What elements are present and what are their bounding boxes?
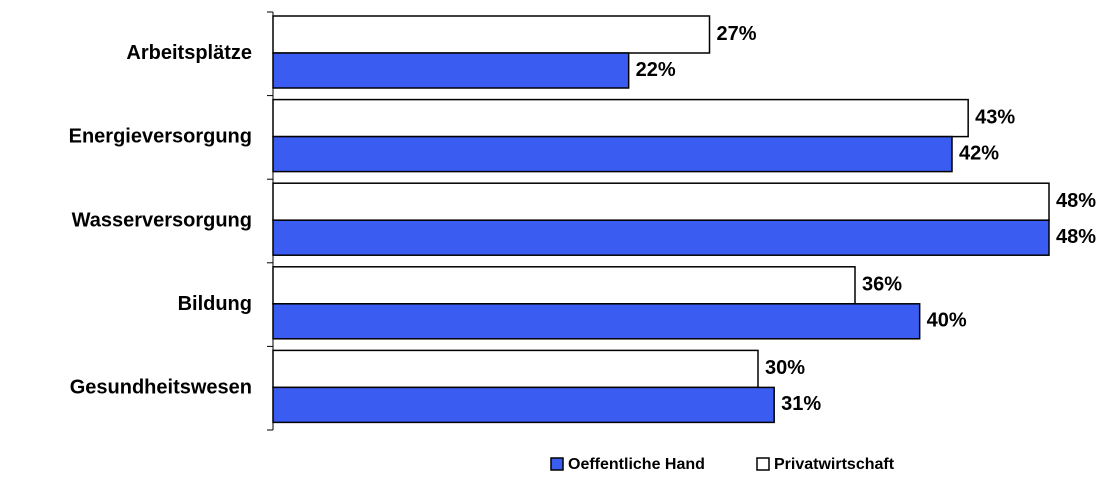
data-label: 42% [959, 142, 999, 164]
bar [272, 52, 630, 89]
data-label: 31% [781, 393, 821, 415]
bar [272, 98, 969, 138]
data-label: 36% [862, 274, 902, 296]
category-label: Gesundheitswesen [70, 376, 252, 398]
data-label: 30% [765, 357, 805, 379]
category-label: Energieversorgung [69, 126, 252, 148]
data-label: 43% [975, 106, 1015, 128]
legend-label: Privatwirtschaft [774, 456, 895, 473]
bar [272, 182, 1050, 221]
category-label: Wasserversorgung [72, 209, 252, 231]
legend-swatch [550, 457, 564, 471]
data-label: 40% [927, 310, 967, 332]
data-label: 27% [717, 23, 757, 45]
bar [272, 15, 711, 54]
legend-label: Oeffentliche Hand [568, 456, 705, 473]
bar [272, 349, 759, 389]
bar [272, 135, 953, 173]
category-label: Arbeitsplätze [126, 42, 252, 64]
data-label: 48% [1056, 190, 1096, 212]
bar [272, 303, 921, 340]
category-label: Bildung [178, 293, 252, 315]
legend-swatch [756, 457, 770, 471]
data-label: 48% [1056, 226, 1096, 248]
bar [272, 386, 775, 424]
bar [272, 219, 1050, 256]
bar [272, 266, 856, 305]
data-label: 22% [636, 59, 676, 81]
